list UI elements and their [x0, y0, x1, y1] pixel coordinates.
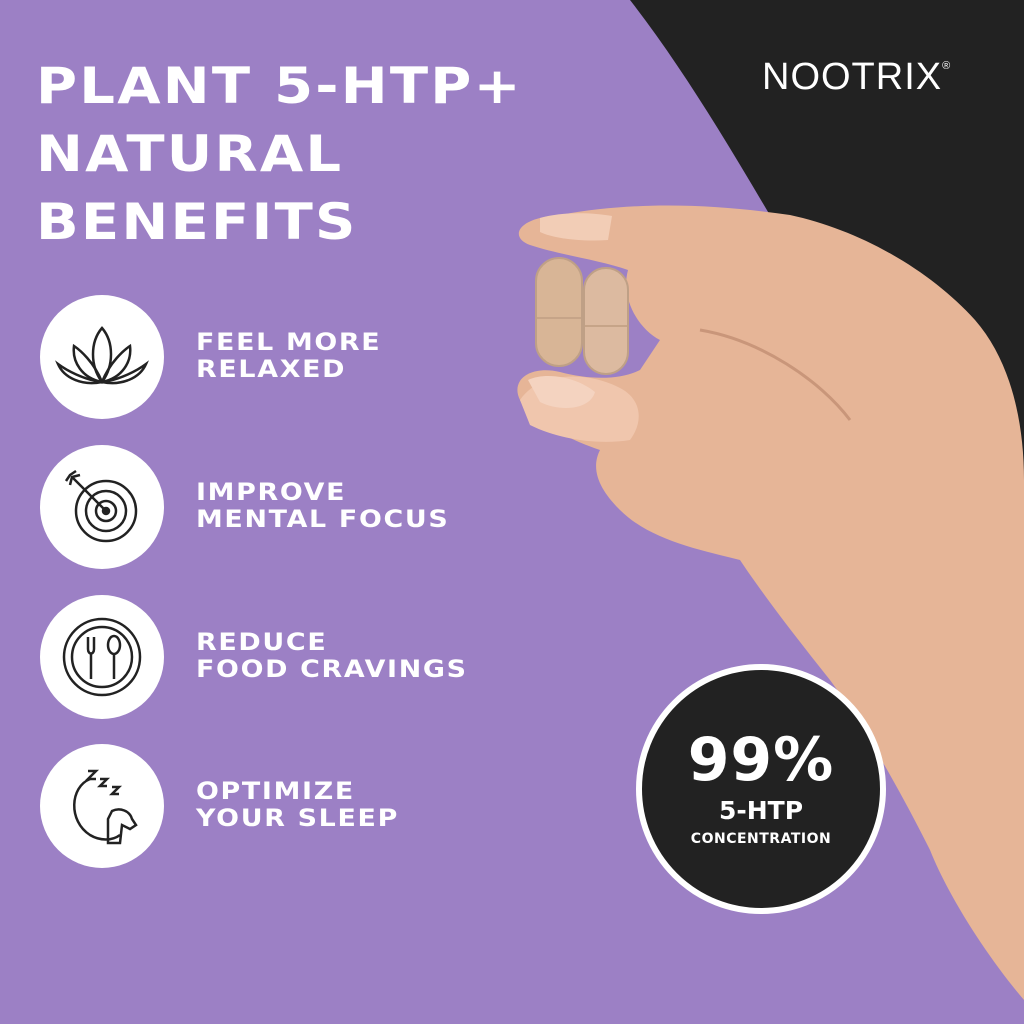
headline-line: BENEFITS — [36, 193, 358, 251]
badge-sublabel: CONCENTRATION — [690, 831, 832, 847]
benefit-item-focus: IMPROVE MENTAL FOCUS — [40, 445, 640, 569]
headline-line: PLANT 5-HTP+ — [36, 57, 523, 115]
dark-panel — [630, 0, 1024, 700]
benefit-line: YOUR SLEEP — [196, 804, 399, 832]
benefit-line: IMPROVE — [196, 478, 347, 506]
lotus-icon — [40, 295, 164, 419]
hand-image — [517, 205, 1024, 1000]
benefit-text: OPTIMIZE YOUR SLEEP — [196, 778, 399, 832]
benefit-line: OPTIMIZE — [196, 777, 355, 805]
badge-label: 5-HTP — [718, 796, 804, 825]
headline-line: NATURAL — [36, 125, 344, 183]
benefit-line: RELAXED — [196, 355, 347, 383]
benefit-line: REDUCE — [196, 628, 328, 656]
benefit-line: FEEL MORE — [196, 328, 382, 356]
badge-percent: 99% — [687, 725, 835, 795]
capsules-image — [535, 257, 629, 375]
target-icon — [40, 445, 164, 569]
benefit-text: FEEL MORE RELAXED — [196, 329, 381, 383]
benefit-text: IMPROVE MENTAL FOCUS — [196, 479, 449, 533]
sleep-moon-icon — [40, 744, 164, 868]
benefit-text: REDUCE FOOD CRAVINGS — [196, 629, 468, 683]
benefit-item-sleep: OPTIMIZE YOUR SLEEP — [40, 744, 640, 868]
registered-mark: ® — [942, 60, 952, 72]
brand-name: NOOTRIX — [762, 56, 943, 98]
benefit-line: FOOD CRAVINGS — [196, 655, 468, 683]
benefit-item-cravings: REDUCE FOOD CRAVINGS — [40, 595, 640, 719]
concentration-badge: 99% 5-HTP CONCENTRATION — [636, 664, 886, 914]
headline: PLANT 5-HTP+ NATURAL BENEFITS — [36, 52, 523, 256]
fork-spoon-plate-icon — [40, 595, 164, 719]
brand-logo: NOOTRIX® — [762, 56, 951, 99]
benefit-item-relaxed: FEEL MORE RELAXED — [40, 295, 640, 419]
benefit-line: MENTAL FOCUS — [196, 505, 450, 533]
